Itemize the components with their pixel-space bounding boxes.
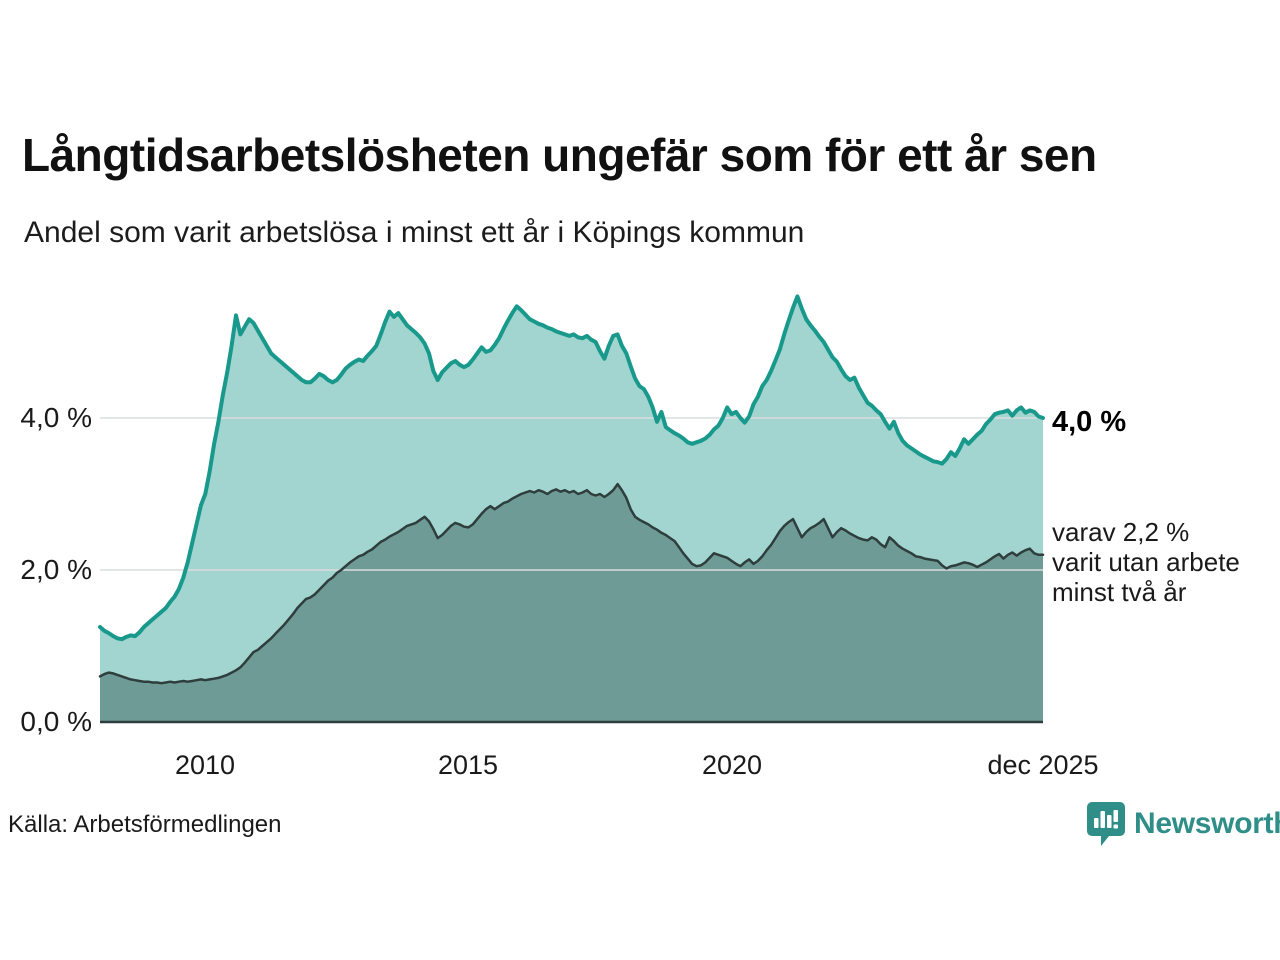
y-tick-label-0: 0,0 % (20, 706, 92, 737)
source-attribution: Källa: Arbetsförmedlingen (8, 811, 282, 838)
end-label-line-1: varav 2,2 % (1052, 517, 1190, 547)
end-label-line-2: varit utan arbete (1052, 547, 1240, 577)
end-value-label-two-years: varav 2,2 % varit utan arbete minst två … (1052, 517, 1240, 607)
series-line-two-years (98, 482, 1045, 685)
y-tick-label-4: 4,0 % (20, 402, 92, 433)
x-tick-label-dec-2025: dec 2025 (987, 750, 1099, 780)
gridlines (100, 417, 1043, 571)
chart-subtitle: Andel som varit arbetslösa i minst ett å… (24, 216, 805, 249)
series-line-total (98, 294, 1045, 642)
end-label-line-3: minst två år (1052, 577, 1187, 607)
end-value-label-total: 4,0 % (1052, 406, 1127, 438)
page-title: Långtidsarbetslösheten ungefär som för e… (22, 129, 1097, 181)
newsworthy-logo-icon (1087, 802, 1125, 846)
x-tick-label-2020: 2020 (701, 750, 763, 780)
area-fill-two-years (100, 484, 1043, 722)
brand-name: Newsworthy (1134, 807, 1280, 840)
y-tick-label-2: 2,0 % (20, 554, 92, 585)
brand-logo: Newsworthy (1086, 800, 1280, 848)
x-tick-label-2015: 2015 (437, 750, 499, 780)
x-tick-label-2010: 2010 (174, 750, 236, 780)
